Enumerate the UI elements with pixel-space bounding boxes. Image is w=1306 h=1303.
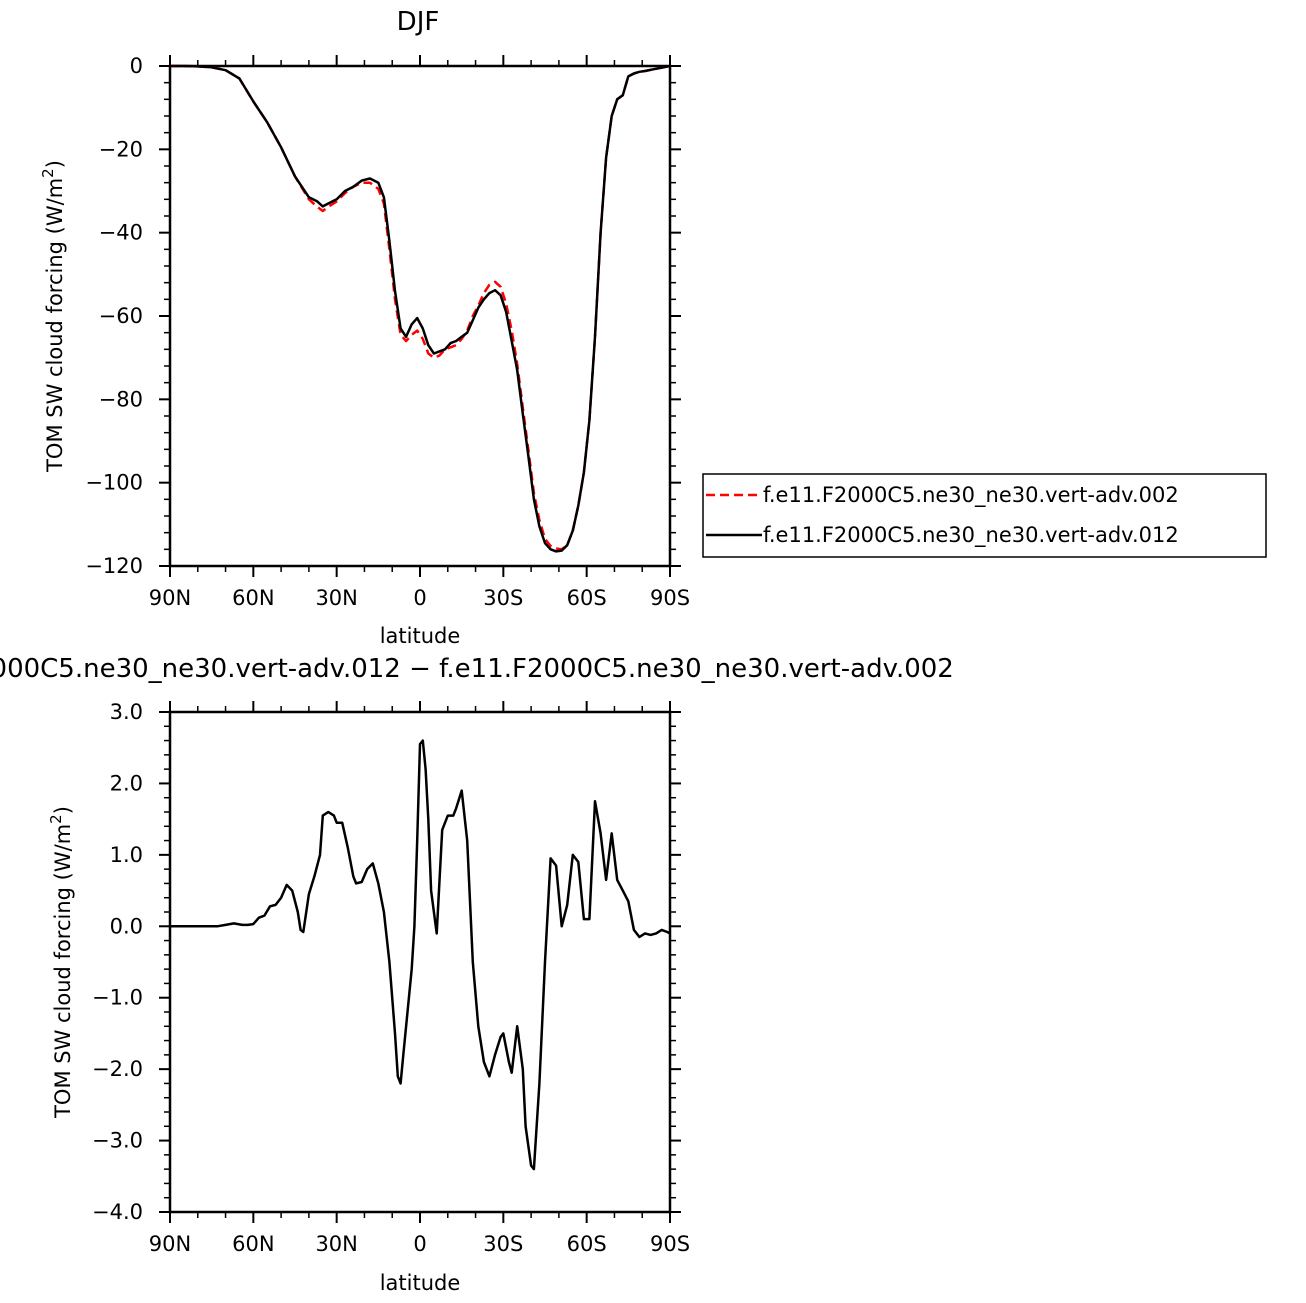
bottom-x-tick-label: 0 [413, 1232, 426, 1256]
bottom-x-tick-label: 60N [232, 1232, 274, 1256]
top-x-tick-label: 90S [650, 586, 690, 610]
bottom-ticks [159, 701, 681, 1223]
top-y-tick-label: −40 [99, 221, 143, 245]
top-y-tick-label: −20 [99, 137, 143, 161]
top-x-tick-label: 60S [567, 586, 607, 610]
top-x-tick-label: 60N [232, 586, 274, 610]
top-ticks [159, 55, 681, 577]
bottom-series-line-1 [170, 739, 671, 1171]
bottom-y-tick-label: 0.0 [110, 914, 143, 938]
top-y-tick-labels: 0 −20 −40 −60 −80 −100 −120 [85, 54, 143, 578]
bottom-x-tick-label: 90N [149, 1232, 191, 1256]
bottom-panel: f.e11.F2000C5.ne30_ne30.vert-adv.012 − f… [0, 654, 954, 1295]
top-series-line-2 [170, 64, 671, 553]
top-y-tick-label: −120 [85, 554, 143, 578]
bottom-title: f.e11.F2000C5.ne30_ne30.vert-adv.012 − f… [0, 654, 954, 684]
bottom-y-tick-label: 3.0 [110, 700, 143, 724]
bottom-x-tick-label: 30S [483, 1232, 523, 1256]
top-title: DJF [397, 7, 440, 37]
top-y-tick-label: −80 [99, 387, 143, 411]
top-series-line-1 [170, 64, 671, 551]
bottom-y-tick-label: −3.0 [92, 1129, 143, 1153]
legend-box [702, 473, 1267, 558]
top-x-tick-label: 30S [483, 586, 523, 610]
bottom-x-axis-label: latitude [380, 1271, 461, 1295]
bottom-y-tick-labels: 3.0 2.0 1.0 0.0 −1.0 −2.0 −3.0 −4.0 [92, 700, 143, 1224]
top-y-tick-label: −60 [99, 304, 143, 328]
top-panel: DJF 0 −20 −40 −60 −80 −100 −120 90N 60N 30N 0 30S 6… [39, 7, 1267, 648]
top-x-tick-labels: 90N 60N 30N 0 30S 60S 90S [149, 586, 690, 610]
bottom-y-tick-label: 2.0 [110, 771, 143, 795]
top-x-axis-label: latitude [380, 624, 461, 648]
top-series-lines [170, 64, 671, 553]
bottom-x-tick-label: 60S [567, 1232, 607, 1256]
bottom-y-tick-label: −1.0 [92, 986, 143, 1010]
top-legend: f.e11.F2000C5.ne30_ne30.vert-adv.002 f.e… [702, 473, 1267, 558]
bottom-x-tick-label: 90S [650, 1232, 690, 1256]
bottom-y-tick-label: −2.0 [92, 1057, 143, 1081]
top-x-tick-label: 30N [315, 586, 357, 610]
bottom-series-lines [170, 739, 671, 1171]
bottom-y-tick-label: −4.0 [92, 1200, 143, 1224]
top-x-tick-label: 0 [413, 586, 426, 610]
top-y-axis-label: TOM SW cloud forcing (W/m2) [39, 160, 67, 473]
bottom-y-axis-label: TOM SW cloud forcing (W/m2) [47, 806, 75, 1119]
legend-label-012: f.e11.F2000C5.ne30_ne30.vert-adv.012 [763, 523, 1179, 548]
bottom-x-tick-labels: 90N 60N 30N 0 30S 60S 90S [149, 1232, 690, 1256]
bottom-y-tick-label: 1.0 [110, 843, 143, 867]
top-y-tick-label: −100 [85, 471, 143, 495]
top-x-tick-label: 90N [149, 586, 191, 610]
top-y-tick-label: 0 [130, 54, 143, 78]
legend-label-002: f.e11.F2000C5.ne30_ne30.vert-adv.002 [763, 483, 1179, 508]
bottom-x-tick-label: 30N [315, 1232, 357, 1256]
